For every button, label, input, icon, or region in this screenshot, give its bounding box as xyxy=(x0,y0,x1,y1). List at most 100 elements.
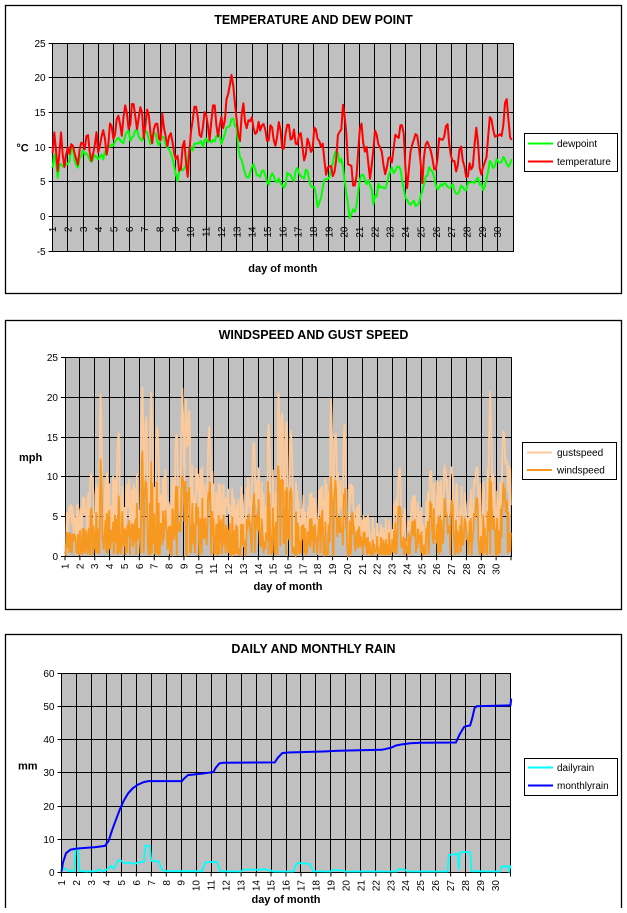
svg-text:18: 18 xyxy=(309,226,320,238)
svg-text:28: 28 xyxy=(463,226,474,238)
svg-text:20: 20 xyxy=(34,73,46,84)
svg-text:11: 11 xyxy=(207,880,218,891)
svg-text:20: 20 xyxy=(343,563,354,575)
svg-text:18: 18 xyxy=(313,563,324,575)
svg-text:9: 9 xyxy=(177,880,188,886)
svg-text:day of month: day of month xyxy=(248,263,317,275)
svg-text:11: 11 xyxy=(209,563,220,574)
svg-text:4: 4 xyxy=(105,563,116,569)
svg-text:29: 29 xyxy=(478,226,489,238)
svg-text:5: 5 xyxy=(117,880,128,886)
svg-text:14: 14 xyxy=(254,563,265,575)
svg-text:8: 8 xyxy=(162,880,173,886)
svg-text:22: 22 xyxy=(371,880,382,892)
svg-text:day of month: day of month xyxy=(253,581,322,593)
svg-text:1: 1 xyxy=(61,563,72,569)
svg-text:5: 5 xyxy=(40,177,46,188)
svg-text:28: 28 xyxy=(461,880,472,892)
svg-text:1: 1 xyxy=(57,880,68,886)
svg-text:7: 7 xyxy=(147,880,158,886)
svg-text:windspeed: windspeed xyxy=(556,466,605,477)
svg-text:2: 2 xyxy=(63,226,74,232)
svg-text:24: 24 xyxy=(402,563,413,575)
svg-text:15: 15 xyxy=(269,563,280,575)
svg-text:21: 21 xyxy=(355,226,366,238)
svg-text:6: 6 xyxy=(125,226,136,232)
svg-text:4: 4 xyxy=(94,226,105,232)
svg-text:27: 27 xyxy=(447,226,458,238)
svg-text:15: 15 xyxy=(47,433,59,444)
svg-text:10: 10 xyxy=(47,472,59,483)
svg-text:17: 17 xyxy=(298,563,309,575)
svg-text:9: 9 xyxy=(179,563,190,569)
svg-text:30: 30 xyxy=(491,880,502,892)
svg-text:10: 10 xyxy=(194,563,205,575)
svg-text:WINDSPEED AND GUST SPEED: WINDSPEED AND GUST SPEED xyxy=(219,328,409,342)
svg-text:29: 29 xyxy=(476,880,487,892)
svg-text:monthlyrain: monthlyrain xyxy=(557,781,609,792)
svg-text:18: 18 xyxy=(311,880,322,892)
svg-text:4: 4 xyxy=(102,880,113,886)
svg-text:12: 12 xyxy=(224,563,235,575)
svg-text:40: 40 xyxy=(43,735,55,746)
svg-text:6: 6 xyxy=(135,563,146,569)
svg-text:dewpoint: dewpoint xyxy=(557,139,597,150)
svg-text:7: 7 xyxy=(140,226,151,232)
svg-text:12: 12 xyxy=(217,226,228,238)
svg-text:22: 22 xyxy=(373,563,384,575)
svg-text:20: 20 xyxy=(341,880,352,892)
svg-text:16: 16 xyxy=(284,563,295,575)
svg-text:8: 8 xyxy=(156,226,167,232)
svg-text:21: 21 xyxy=(358,563,369,575)
svg-text:27: 27 xyxy=(447,563,458,575)
svg-text:20: 20 xyxy=(47,393,59,404)
svg-text:13: 13 xyxy=(239,563,250,575)
svg-text:25: 25 xyxy=(416,226,427,238)
svg-text:1: 1 xyxy=(48,226,59,232)
svg-text:15: 15 xyxy=(34,108,46,119)
svg-text:2: 2 xyxy=(75,563,86,569)
svg-text:25: 25 xyxy=(34,39,46,50)
svg-text:10: 10 xyxy=(192,880,203,892)
svg-text:24: 24 xyxy=(401,880,412,892)
svg-text:11: 11 xyxy=(202,226,213,237)
svg-text:13: 13 xyxy=(237,880,248,892)
svg-text:28: 28 xyxy=(462,563,473,575)
svg-text:10: 10 xyxy=(186,226,197,238)
svg-text:8: 8 xyxy=(165,563,176,569)
svg-text:26: 26 xyxy=(432,563,443,575)
svg-text:25: 25 xyxy=(417,563,428,575)
svg-text:day of month: day of month xyxy=(251,894,320,906)
svg-text:5: 5 xyxy=(110,226,121,232)
svg-text:mm: mm xyxy=(18,761,38,773)
svg-text:14: 14 xyxy=(248,226,259,238)
svg-text:10: 10 xyxy=(34,143,46,154)
svg-text:0: 0 xyxy=(49,868,55,879)
svg-text:20: 20 xyxy=(340,226,351,238)
svg-text:3: 3 xyxy=(90,563,101,569)
svg-text:temperature: temperature xyxy=(557,157,611,168)
svg-text:26: 26 xyxy=(431,880,442,892)
svg-text:30: 30 xyxy=(492,563,503,575)
svg-text:15: 15 xyxy=(263,226,274,238)
svg-text:22: 22 xyxy=(370,226,381,238)
svg-text:10: 10 xyxy=(43,835,55,846)
svg-text:16: 16 xyxy=(278,226,289,238)
svg-text:mph: mph xyxy=(19,452,43,464)
svg-text:5: 5 xyxy=(52,512,58,523)
svg-text:°C: °C xyxy=(16,143,28,155)
svg-text:25: 25 xyxy=(47,353,59,364)
svg-text:60: 60 xyxy=(43,669,55,680)
svg-text:14: 14 xyxy=(252,880,263,892)
svg-text:27: 27 xyxy=(446,880,457,892)
svg-text:0: 0 xyxy=(40,212,46,223)
svg-text:13: 13 xyxy=(232,226,243,238)
svg-text:21: 21 xyxy=(356,880,367,892)
svg-text:23: 23 xyxy=(386,226,397,238)
svg-text:20: 20 xyxy=(43,802,55,813)
svg-text:9: 9 xyxy=(171,226,182,232)
svg-text:-5: -5 xyxy=(37,247,46,258)
svg-text:15: 15 xyxy=(267,880,278,892)
svg-text:16: 16 xyxy=(282,880,293,892)
svg-text:26: 26 xyxy=(432,226,443,238)
